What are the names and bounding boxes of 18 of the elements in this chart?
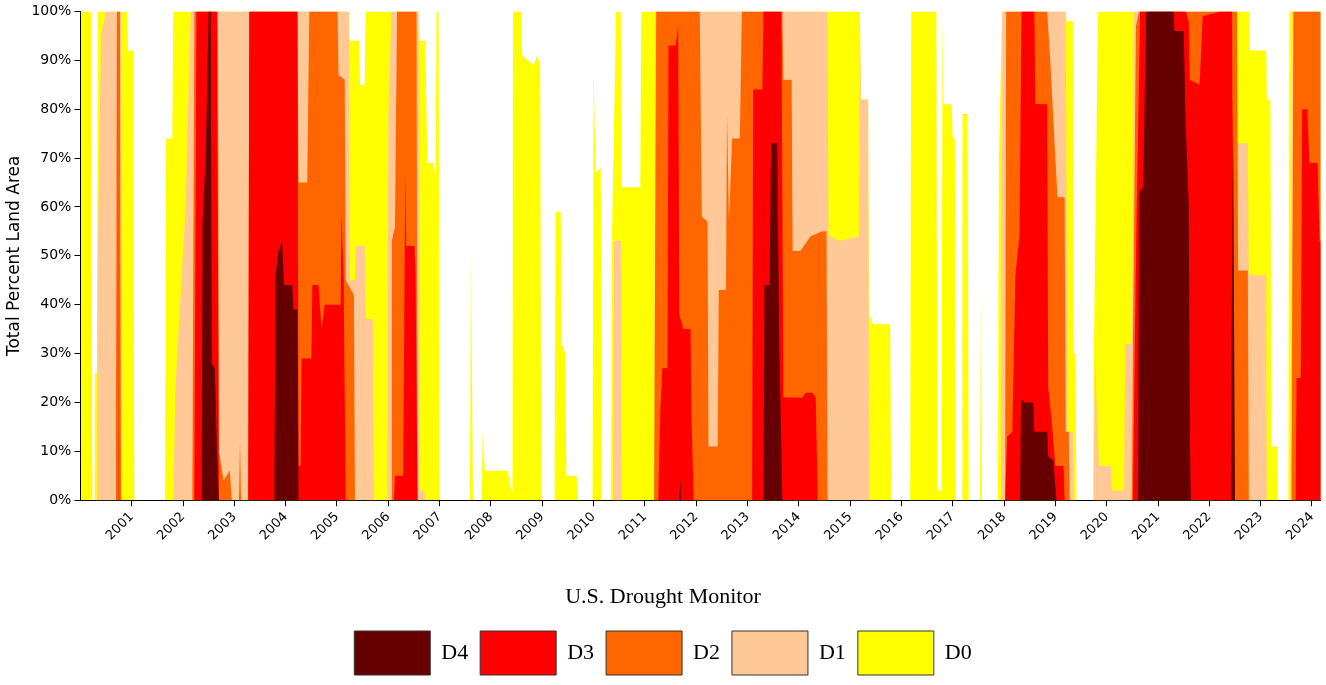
legend-title: U.S. Drought Monitor bbox=[565, 583, 762, 609]
y-tick-label: 80% bbox=[40, 99, 72, 116]
y-tick-label: 50% bbox=[40, 246, 72, 263]
y-tick-label: 90% bbox=[40, 50, 72, 67]
y-tick-label: 20% bbox=[40, 393, 72, 410]
legend-label: D4 bbox=[441, 638, 469, 664]
y-tick-label: 70% bbox=[40, 148, 72, 165]
legend-label: D2 bbox=[693, 638, 720, 664]
legend-label: D1 bbox=[818, 638, 846, 664]
y-tick-label: 40% bbox=[40, 295, 72, 312]
legend-label: D3 bbox=[567, 638, 595, 664]
y-axis-title: Total Percent Land Area bbox=[2, 155, 23, 358]
y-tick-label: 60% bbox=[40, 197, 72, 214]
y-tick-label: 30% bbox=[40, 344, 72, 361]
y-tick-label: 0% bbox=[49, 490, 72, 507]
legend-label: D0 bbox=[944, 638, 972, 664]
y-tick-label: 100% bbox=[31, 2, 72, 19]
y-tick-label: 10% bbox=[40, 441, 72, 458]
